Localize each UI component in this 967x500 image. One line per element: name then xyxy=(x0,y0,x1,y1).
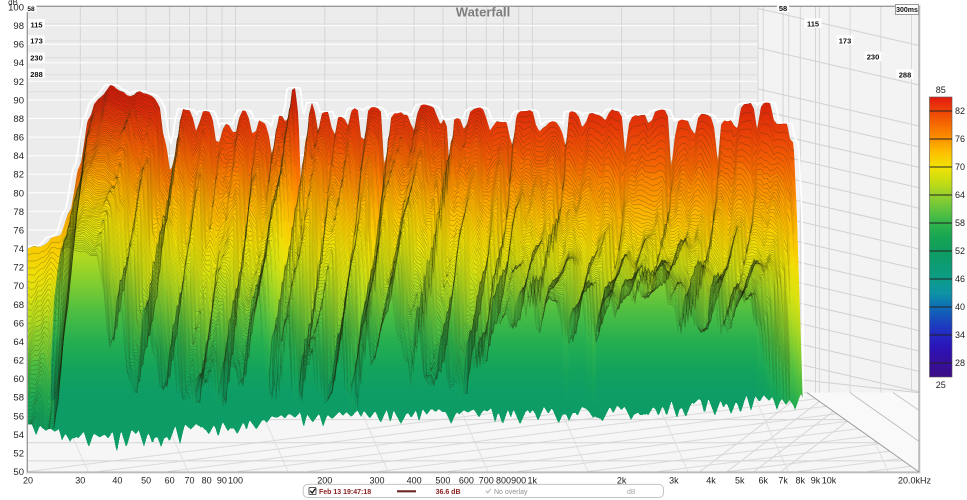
svg-text:80: 80 xyxy=(13,188,24,199)
svg-text:70: 70 xyxy=(955,162,965,172)
svg-text:60: 60 xyxy=(13,374,24,385)
svg-text:54: 54 xyxy=(13,430,24,441)
svg-text:82: 82 xyxy=(13,170,24,181)
svg-text:173: 173 xyxy=(30,37,43,46)
svg-text:115: 115 xyxy=(30,20,42,29)
svg-text:62: 62 xyxy=(13,356,24,367)
svg-text:88: 88 xyxy=(13,114,24,125)
svg-text:700: 700 xyxy=(479,476,494,486)
svg-text:10k: 10k xyxy=(822,476,837,486)
svg-text:No overlay: No overlay xyxy=(494,489,528,496)
svg-text:5k: 5k xyxy=(735,476,745,486)
svg-text:72: 72 xyxy=(13,263,24,274)
svg-text:173: 173 xyxy=(839,37,852,46)
svg-text:Feb 13 19:47:18: Feb 13 19:47:18 xyxy=(319,489,371,496)
svg-text:28: 28 xyxy=(955,358,965,368)
svg-text:9k: 9k xyxy=(811,476,821,486)
svg-text:82: 82 xyxy=(955,106,965,116)
svg-text:76: 76 xyxy=(955,134,965,144)
svg-text:66: 66 xyxy=(13,318,24,329)
svg-text:34: 34 xyxy=(955,330,965,340)
svg-text:7k: 7k xyxy=(778,476,788,486)
svg-text:3k: 3k xyxy=(669,476,679,486)
svg-text:288: 288 xyxy=(30,70,43,79)
svg-text:52: 52 xyxy=(955,246,965,256)
svg-text:6k: 6k xyxy=(758,476,768,486)
svg-text:85: 85 xyxy=(936,85,946,95)
svg-text:100: 100 xyxy=(8,3,24,14)
svg-text:115: 115 xyxy=(807,20,819,29)
svg-text:58: 58 xyxy=(955,218,965,228)
svg-text:64: 64 xyxy=(13,337,24,348)
svg-text:98: 98 xyxy=(13,21,24,32)
svg-text:46: 46 xyxy=(955,274,965,284)
svg-text:dB: dB xyxy=(627,489,636,496)
svg-text:86: 86 xyxy=(13,133,24,144)
svg-text:1k: 1k xyxy=(527,476,537,486)
svg-text:70: 70 xyxy=(184,476,194,486)
svg-text:8k: 8k xyxy=(796,476,806,486)
svg-text:94: 94 xyxy=(13,58,24,69)
svg-text:4k: 4k xyxy=(706,476,716,486)
svg-text:100: 100 xyxy=(228,476,243,486)
svg-text:68: 68 xyxy=(13,300,24,311)
svg-text:76: 76 xyxy=(13,225,24,236)
svg-text:50: 50 xyxy=(13,467,24,478)
svg-text:800: 800 xyxy=(496,476,511,486)
svg-text:80: 80 xyxy=(202,476,212,486)
svg-text:600: 600 xyxy=(459,476,474,486)
svg-text:50: 50 xyxy=(141,476,151,486)
svg-text:36.6 dB: 36.6 dB xyxy=(436,489,461,496)
svg-text:74: 74 xyxy=(13,244,24,255)
svg-text:25: 25 xyxy=(936,380,946,390)
svg-text:400: 400 xyxy=(407,476,422,486)
svg-text:58: 58 xyxy=(27,6,35,13)
svg-text:52: 52 xyxy=(13,448,24,459)
svg-text:2k: 2k xyxy=(617,476,627,486)
svg-text:70: 70 xyxy=(13,281,24,292)
svg-text:92: 92 xyxy=(13,77,24,88)
svg-text:40: 40 xyxy=(112,476,122,486)
svg-text:56: 56 xyxy=(13,411,24,422)
svg-text:dB: dB xyxy=(8,0,18,7)
svg-text:30: 30 xyxy=(75,476,85,486)
svg-text:300ms: 300ms xyxy=(896,7,918,14)
svg-text:96: 96 xyxy=(13,40,24,51)
svg-text:Waterfall: Waterfall xyxy=(456,5,510,20)
svg-text:84: 84 xyxy=(13,151,24,162)
svg-text:500: 500 xyxy=(435,476,450,486)
svg-text:78: 78 xyxy=(13,207,24,218)
svg-text:40: 40 xyxy=(955,302,965,312)
svg-text:230: 230 xyxy=(30,54,43,63)
svg-text:900: 900 xyxy=(511,476,526,486)
svg-text:20: 20 xyxy=(23,476,33,486)
svg-text:300: 300 xyxy=(370,476,385,486)
svg-text:60: 60 xyxy=(165,476,175,486)
svg-text:288: 288 xyxy=(899,71,912,80)
svg-text:64: 64 xyxy=(955,190,965,200)
svg-text:90: 90 xyxy=(217,476,227,486)
svg-text:58: 58 xyxy=(13,393,24,404)
svg-text:58: 58 xyxy=(779,4,787,13)
svg-text:20.0kHz: 20.0kHz xyxy=(898,476,932,486)
svg-text:200: 200 xyxy=(317,476,332,486)
svg-text:90: 90 xyxy=(13,95,24,106)
svg-text:230: 230 xyxy=(867,53,880,62)
